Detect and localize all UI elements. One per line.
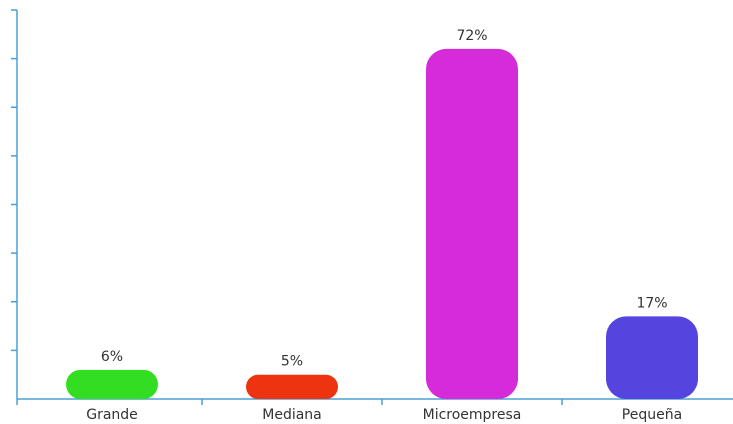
x-tick-label: Mediana bbox=[262, 407, 322, 423]
data-label: 17% bbox=[636, 295, 667, 311]
data-labels: 6% 5% 72% 17% bbox=[101, 28, 668, 370]
x-tick-label: Microempresa bbox=[423, 407, 522, 423]
bars bbox=[66, 49, 698, 399]
data-label: 6% bbox=[101, 349, 123, 365]
data-label: 72% bbox=[456, 28, 487, 44]
x-axis bbox=[17, 399, 733, 405]
bar-mediana bbox=[246, 375, 338, 399]
bar-grande bbox=[66, 370, 158, 399]
bar-microempresa bbox=[426, 49, 518, 399]
y-axis bbox=[11, 10, 17, 399]
x-tick-labels: Grande Mediana Microempresa Pequeña bbox=[86, 407, 682, 423]
bar-peque-a bbox=[606, 316, 698, 399]
data-label: 5% bbox=[281, 354, 303, 370]
x-tick-label: Grande bbox=[86, 407, 138, 423]
x-tick-label: Pequeña bbox=[622, 407, 682, 423]
